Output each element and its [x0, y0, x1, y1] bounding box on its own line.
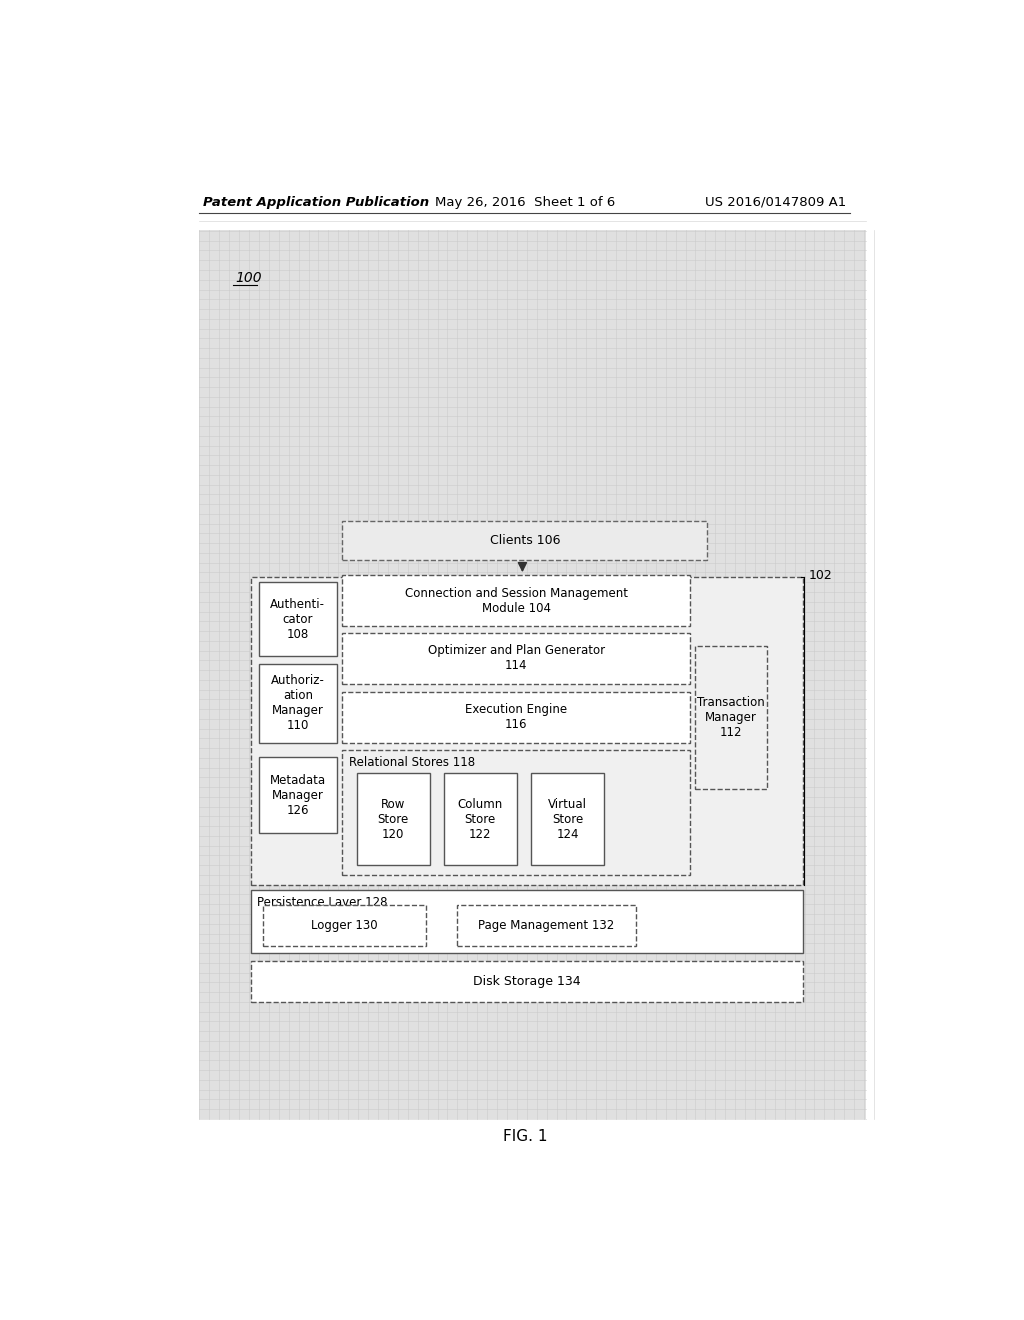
Text: FIG. 1: FIG. 1	[503, 1129, 547, 1143]
Text: Page Management 132: Page Management 132	[478, 919, 614, 932]
Bar	[342, 521, 708, 560]
Bar	[342, 692, 690, 743]
Bar	[342, 634, 690, 684]
Bar	[259, 582, 337, 656]
Text: Metadata
Manager
126: Metadata Manager 126	[269, 774, 326, 817]
Text: Relational Stores 118: Relational Stores 118	[348, 756, 475, 770]
Text: Virtual
Store
124: Virtual Store 124	[548, 797, 587, 841]
Text: Optimizer and Plan Generator
114: Optimizer and Plan Generator 114	[427, 644, 604, 672]
Text: Persistence Layer 128: Persistence Layer 128	[257, 896, 388, 909]
Text: Disk Storage 134: Disk Storage 134	[473, 975, 581, 989]
Text: Column
Store
122: Column Store 122	[458, 797, 503, 841]
Text: Authenti-
cator
108: Authenti- cator 108	[270, 598, 326, 640]
Text: Transaction
Manager
112: Transaction Manager 112	[697, 696, 765, 739]
Text: May 26, 2016  Sheet 1 of 6: May 26, 2016 Sheet 1 of 6	[434, 195, 615, 209]
Text: Patent Application Publication: Patent Application Publication	[204, 195, 429, 209]
Text: Logger 130: Logger 130	[311, 919, 378, 932]
Text: Authoriz-
ation
Manager
110: Authoriz- ation Manager 110	[271, 675, 325, 733]
Text: Execution Engine
116: Execution Engine 116	[465, 704, 567, 731]
Bar	[259, 664, 337, 743]
Bar	[200, 230, 866, 1119]
Bar	[531, 774, 604, 865]
Bar	[458, 906, 636, 946]
Bar	[251, 961, 803, 1002]
Bar	[251, 890, 803, 953]
Bar	[356, 774, 430, 865]
Text: Connection and Session Management
Module 104: Connection and Session Management Module…	[404, 586, 628, 615]
Text: US 2016/0147809 A1: US 2016/0147809 A1	[705, 195, 846, 209]
Text: Row
Store
120: Row Store 120	[378, 797, 409, 841]
Bar	[443, 774, 517, 865]
Bar	[695, 647, 767, 788]
Text: 100: 100	[236, 272, 262, 285]
Bar	[251, 577, 803, 886]
Bar	[259, 758, 337, 833]
Text: 102: 102	[809, 569, 833, 582]
Bar	[342, 750, 690, 875]
Text: Clients 106: Clients 106	[489, 535, 560, 546]
Bar	[342, 576, 690, 626]
Bar	[263, 906, 426, 946]
